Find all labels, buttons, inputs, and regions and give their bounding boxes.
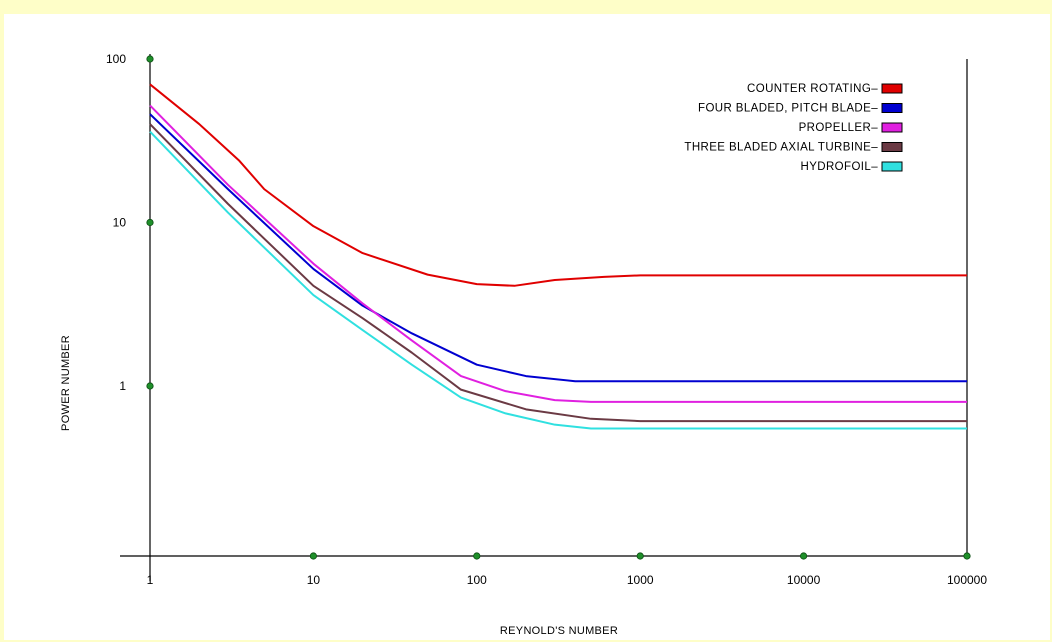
series-line-3	[149, 104, 967, 403]
y-axis-marker	[146, 382, 154, 390]
x-tick-label: 1000	[627, 573, 654, 587]
x-tick-label: 100000	[947, 573, 987, 587]
x-tick-label: 1	[147, 573, 154, 587]
series-line-4	[149, 123, 967, 423]
y-axis-marker	[146, 55, 154, 63]
x-axis-label: REYNOLD'S NUMBER	[500, 625, 618, 637]
x-tick-label: 10000	[787, 573, 821, 587]
legend: COUNTER ROTATING– FOUR BLADED, PITCH BLAD…	[684, 83, 903, 173]
legend-label: HYDROFOIL–	[801, 161, 879, 173]
x-axis-marker	[309, 552, 317, 560]
series-line-2	[149, 113, 967, 383]
legend-swatch	[881, 103, 903, 113]
y-axis-marker	[146, 218, 154, 227]
y-tick-label: 1	[119, 379, 126, 393]
legend-label: THREE BLADED AXIAL TURBINE–	[684, 142, 878, 154]
legend-label: PROPELLER–	[799, 122, 879, 134]
chart-frame: 1 10 100 1000 10000 100000 1 10 100 COUNTER ROT…	[4, 14, 1050, 640]
y-tick-labels: 1 10 100	[106, 52, 126, 393]
x-tick-label: 100	[467, 573, 487, 587]
legend-swatch	[881, 142, 903, 152]
series-line-5	[149, 130, 967, 430]
x-tick-label: 10	[307, 573, 321, 587]
axes	[120, 54, 968, 581]
x-axis-marker	[473, 552, 481, 560]
legend-label: FOUR BLADED, PITCH BLADE–	[698, 103, 878, 115]
series-lines	[149, 83, 967, 430]
legend-swatch	[881, 161, 903, 172]
x-axis-marker	[799, 552, 808, 560]
y-axis-label: POWER NUMBER	[60, 335, 72, 431]
series-line-1	[149, 83, 967, 287]
x-tick-labels: 1 10 100 1000 10000 100000	[147, 573, 988, 587]
axis-markers	[146, 55, 971, 560]
y-tick-label: 100	[106, 52, 126, 66]
legend-swatch	[881, 83, 903, 94]
x-axis-marker	[636, 552, 644, 560]
x-axis-marker	[963, 552, 971, 560]
legend-swatch	[881, 122, 903, 133]
power-number-chart: 1 10 100 1000 10000 100000 1 10 100 COUNTER ROT…	[60, 52, 988, 637]
y-tick-label: 10	[113, 216, 127, 230]
legend-label: COUNTER ROTATING–	[747, 83, 878, 95]
